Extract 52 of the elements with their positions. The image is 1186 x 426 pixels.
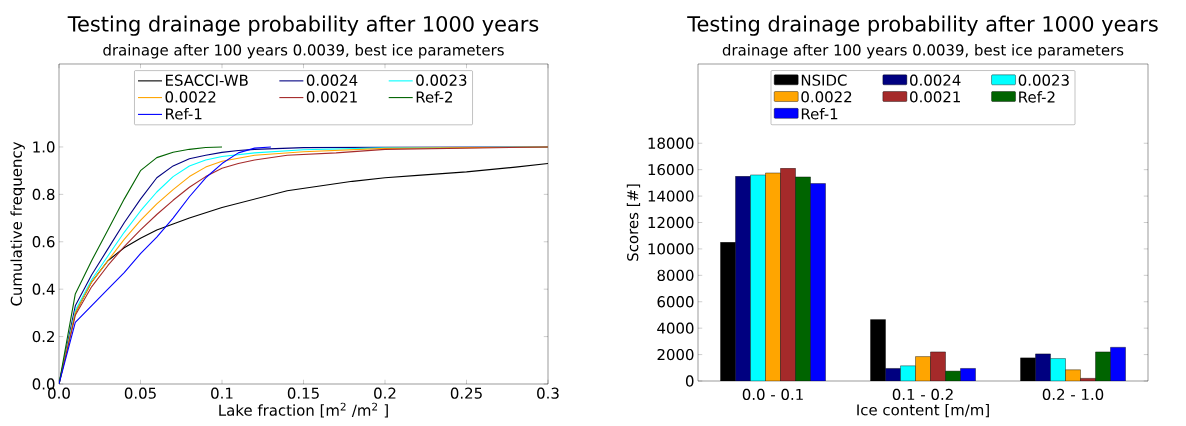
y-tick-label: 4000 bbox=[657, 322, 694, 334]
x-tick-label: 0.1 bbox=[211, 387, 233, 399]
legend-label: ESACCI-WB bbox=[166, 74, 248, 86]
legend-label: Ref-2 bbox=[416, 91, 453, 103]
x-axis-title: Lake fraction [m$^{2}$ /m$^{2}$ ] bbox=[219, 402, 388, 418]
legend-label: 0.0023 bbox=[1018, 74, 1069, 86]
bar bbox=[750, 174, 766, 381]
y-tick-label: 0.4 bbox=[32, 283, 55, 295]
y-tick-label: 18000 bbox=[648, 137, 694, 149]
y-axis-title: Scores [#] bbox=[626, 184, 641, 261]
y-tick-label: 14000 bbox=[648, 190, 694, 202]
bar bbox=[780, 168, 796, 381]
legend-label: Ref-1 bbox=[166, 108, 202, 120]
legend-label: 0.0024 bbox=[306, 74, 358, 86]
chart-subtitle: drainage after 100 years 0.0039, best ice parameters bbox=[103, 44, 504, 59]
x-tick-label: 0.3 bbox=[537, 387, 559, 399]
y-tick-label: 8000 bbox=[657, 269, 694, 281]
bar bbox=[810, 183, 826, 381]
x-tick-label: 0.1 - 0.2 bbox=[892, 388, 953, 401]
y-tick-label: 6000 bbox=[657, 296, 694, 308]
y-tick-label: 0.8 bbox=[32, 188, 55, 201]
x-tick-label: 0.25 bbox=[450, 387, 482, 399]
y-tick-label: 0.2 bbox=[32, 330, 54, 343]
legend-label: 0.0023 bbox=[416, 74, 467, 86]
legend-label: 0.0024 bbox=[910, 74, 961, 86]
y-axis-title: Cumulative frequency bbox=[10, 141, 25, 306]
x-tick-label: 0.2 bbox=[374, 387, 396, 399]
legend-label: 0.0021 bbox=[306, 91, 357, 103]
y-tick-label: 0 bbox=[685, 375, 694, 387]
y-tick-label: 16000 bbox=[648, 164, 694, 176]
y-tick-label: 1.0 bbox=[33, 141, 55, 153]
bar bbox=[795, 176, 811, 381]
y-tick-label: 10000 bbox=[648, 243, 694, 255]
legend-label: NSIDC bbox=[801, 74, 847, 86]
bar bbox=[735, 176, 751, 381]
x-tick-label: 0.2 - 1.0 bbox=[1042, 388, 1104, 401]
chart-subtitle: drainage after 100 years 0.0039, best ice parameters bbox=[722, 44, 1124, 59]
x-tick-label: 0.0 - 0.1 bbox=[742, 388, 803, 401]
x-axis-title: Ice content [m/m] bbox=[857, 403, 989, 418]
legend-label: Ref-2 bbox=[1019, 91, 1055, 103]
y-tick-label: 2000 bbox=[657, 348, 694, 361]
legend-label: 0.0022 bbox=[165, 91, 216, 103]
legend-label: 0.0022 bbox=[801, 91, 852, 103]
y-tick-label: 0.6 bbox=[32, 236, 55, 248]
bar bbox=[765, 172, 781, 381]
legend-label: Ref-1 bbox=[801, 107, 838, 120]
chart-title: Testing drainage probability after 1000 years bbox=[687, 15, 1158, 36]
x-tick-label: 0.15 bbox=[287, 387, 319, 399]
x-tick-label: 0.05 bbox=[124, 387, 156, 399]
legend-label: 0.0021 bbox=[910, 91, 960, 103]
chart-title: Testing drainage probability after 1000 years bbox=[67, 15, 539, 36]
y-tick-label: 12000 bbox=[648, 216, 694, 229]
